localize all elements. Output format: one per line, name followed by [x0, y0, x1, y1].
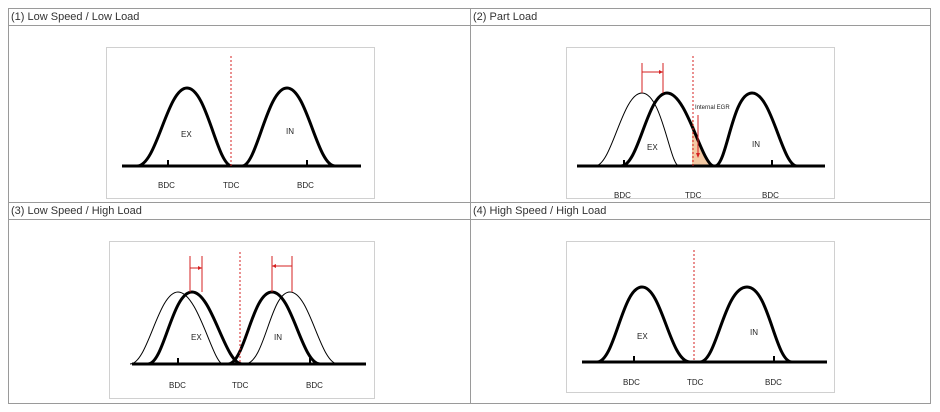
tdc-label: TDC — [223, 181, 240, 190]
in-label: IN — [752, 140, 760, 149]
cell-title: (3) Low Speed / High Load — [9, 203, 470, 220]
diagram-grid: (1) Low Speed / Low Load EX IN BDC TDC B… — [8, 8, 931, 404]
cell-part-load: (2) Part Load Internal EGR EX IN — [471, 9, 931, 202]
cell-title: (4) High Speed / High Load — [471, 203, 931, 220]
intake-valve-curve — [241, 86, 336, 168]
bdc-label-left: BDC — [158, 181, 175, 190]
intake-valve-curve — [714, 91, 798, 168]
tdc-label: TDC — [232, 381, 249, 390]
in-shift-arrowhead — [272, 264, 276, 268]
tdc-label: TDC — [687, 378, 704, 387]
ex-shift-arrowhead — [198, 266, 202, 270]
valve-timing-diagram: Internal EGR EX IN BDC TDC BDC — [566, 47, 835, 200]
internal-egr-label: Internal EGR — [695, 105, 730, 111]
ex-label: EX — [637, 332, 648, 341]
cell-title: (2) Part Load — [471, 9, 931, 26]
bdc-label-right: BDC — [297, 181, 314, 190]
intake-valve-curve-shifted — [227, 290, 321, 366]
cell-high-speed-high-load: (4) High Speed / High Load EX IN BDC TDC… — [471, 203, 931, 404]
bdc-label-left: BDC — [614, 191, 631, 200]
ex-label: EX — [181, 130, 192, 139]
grid-divider-vertical — [470, 9, 471, 403]
tdc-label: TDC — [685, 191, 702, 200]
bdc-label-left: BDC — [169, 381, 186, 390]
cell-low-speed-high-load: (3) Low Speed / High Load EX — [9, 203, 470, 404]
in-label: IN — [286, 127, 294, 136]
in-label: IN — [750, 328, 758, 337]
valve-timing-diagram: EX IN BDC TDC BDC — [109, 241, 375, 399]
valve-timing-diagram: EX IN BDC TDC BDC — [106, 47, 375, 199]
bdc-label-right: BDC — [306, 381, 323, 390]
exhaust-valve-curve-shifted — [147, 290, 243, 366]
shift-arrowhead — [659, 70, 663, 74]
ex-label: EX — [191, 333, 202, 342]
exhaust-valve-curve-base — [594, 92, 680, 167]
cell-low-speed-low-load: (1) Low Speed / Low Load EX IN BDC TDC B… — [9, 9, 470, 202]
grid-divider-horizontal — [9, 202, 930, 203]
bdc-label-right: BDC — [765, 378, 782, 387]
internal-egr-pointer-head — [696, 153, 700, 158]
cell-title: (1) Low Speed / Low Load — [9, 9, 470, 26]
exhaust-valve-curve-retarded — [620, 91, 715, 168]
exhaust-valve-curve — [136, 86, 233, 168]
intake-valve-curve — [699, 285, 793, 364]
exhaust-valve-curve — [596, 285, 691, 364]
bdc-label-left: BDC — [623, 378, 640, 387]
internal-egr-overlap-area — [692, 119, 714, 166]
in-label: IN — [274, 333, 282, 342]
bdc-label-right: BDC — [762, 191, 779, 200]
exhaust-valve-curve-base — [129, 291, 224, 365]
intake-valve-curve-base — [244, 291, 339, 365]
valve-timing-diagram: EX IN BDC TDC BDC — [566, 241, 835, 393]
ex-label: EX — [647, 143, 658, 152]
